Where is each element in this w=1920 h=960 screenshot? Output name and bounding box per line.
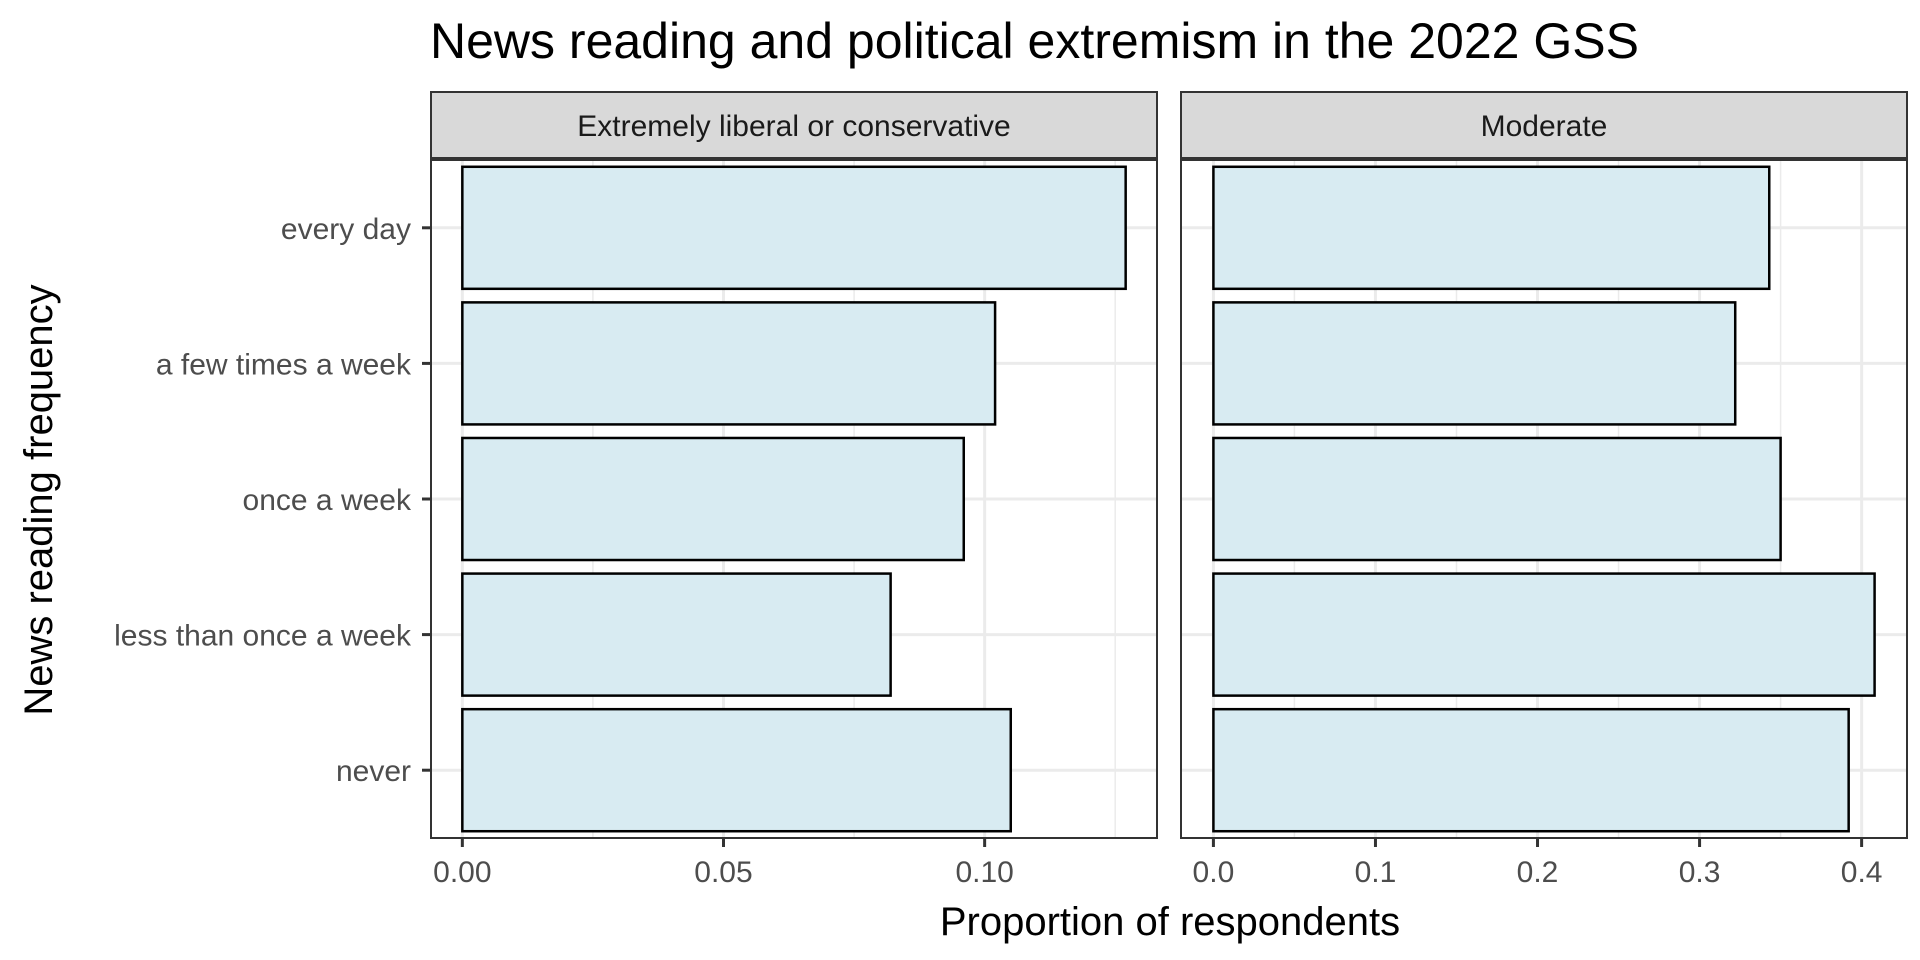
x-tick-label: 0.2 — [1517, 856, 1559, 889]
chart-title: News reading and political extremism in … — [430, 13, 1639, 69]
bar-1-0 — [1212, 165, 1771, 291]
plot-area: Extremely liberal or conservative 0.00 0.0… — [114, 91, 1908, 889]
facet-strip-label: Extremely liberal or conservative — [577, 110, 1011, 143]
y-tick-label: once a week — [243, 484, 412, 517]
y-axis-title: News reading frequency — [17, 284, 61, 715]
x-tick-label: 0.4 — [1841, 856, 1883, 889]
y-tick-label: less than once a week — [114, 620, 412, 653]
facet-strip — [430, 91, 1158, 159]
bar-0-2 — [461, 436, 965, 562]
facet-strip — [1180, 91, 1908, 159]
x-tick-label: 0.0 — [1193, 856, 1235, 889]
bar-0-1 — [461, 301, 997, 426]
y-tick-label: every day — [281, 213, 411, 246]
x-tick-label: 0.05 — [694, 856, 752, 889]
x-tick-label: 0.3 — [1679, 856, 1721, 889]
bar-1-1 — [1212, 301, 1737, 426]
x-tick-label: 0.10 — [955, 856, 1013, 889]
panel-border — [1180, 159, 1908, 839]
x-axis-title: Proportion of respondents — [940, 900, 1400, 944]
bar-0-3 — [461, 572, 892, 697]
bar-0-4 — [461, 707, 1013, 833]
bar-1-2 — [1212, 436, 1782, 562]
x-tick-label: 0.00 — [433, 856, 491, 889]
bar-0-0 — [461, 165, 1127, 291]
facet-strip-label: Moderate — [1481, 110, 1608, 143]
y-tick-label: a few times a week — [156, 348, 412, 381]
x-tick-label: 0.1 — [1355, 856, 1397, 889]
bar-1-4 — [1212, 707, 1850, 833]
y-tick-label: never — [336, 755, 411, 788]
bar-1-3 — [1212, 572, 1876, 697]
